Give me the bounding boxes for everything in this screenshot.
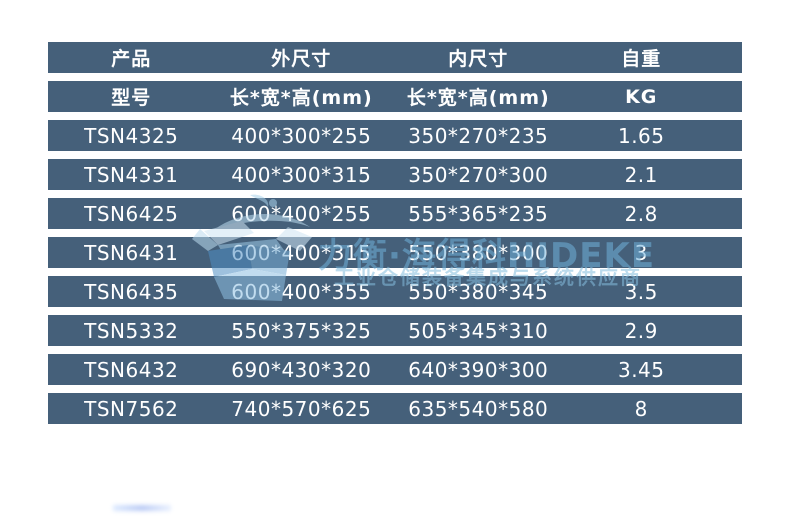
cell-weight: 3	[634, 240, 648, 265]
cell-model: TSN6431	[84, 240, 179, 265]
header-inner-dims: 长*宽*高(mm)	[406, 87, 550, 109]
cell-inner-dims: 550*380*345	[408, 279, 549, 304]
cell-inner-dims: 505*345*310	[408, 318, 549, 343]
bottom-edge-smudge	[113, 505, 171, 511]
cell-weight: 2.9	[624, 318, 658, 343]
header-inner-size: 内尺寸	[448, 48, 509, 70]
table-row: TSN6425 600*400*255 555*365*235 2.8	[48, 198, 742, 229]
header-unit-kg: KG	[625, 85, 658, 108]
cell-model: TSN6432	[84, 357, 179, 382]
cell-model: TSN4331	[84, 162, 179, 187]
table-header-row-1: 产品 外尺寸 内尺寸 自重	[48, 42, 742, 73]
table-row: TSN4331 400*300*315 350*270*300 2.1	[48, 159, 742, 190]
cell-outer-dims: 600*400*315	[231, 240, 372, 265]
table-row: TSN6431 600*400*315 550*380*300 3	[48, 237, 742, 268]
header-product: 产品	[111, 48, 152, 70]
product-spec-table: 产品 外尺寸 内尺寸 自重 型号 长*宽*高(mm) 长*宽*高(mm) KG …	[48, 42, 742, 432]
cell-weight: 8	[634, 396, 648, 421]
table-header-row-2: 型号 长*宽*高(mm) 长*宽*高(mm) KG	[48, 81, 742, 112]
cell-weight: 3.5	[624, 279, 658, 304]
cell-weight: 1.65	[617, 123, 665, 148]
cell-inner-dims: 350*270*300	[408, 162, 549, 187]
cell-weight: 2.1	[624, 162, 658, 187]
table-row: TSN6435 600*400*355 550*380*345 3.5	[48, 276, 742, 307]
header-weight: 自重	[621, 48, 662, 70]
header-outer-size: 外尺寸	[271, 48, 332, 70]
table-row: TSN6432 690*430*320 640*390*300 3.45	[48, 354, 742, 385]
cell-model: TSN4325	[84, 123, 179, 148]
cell-weight: 3.45	[617, 357, 665, 382]
cell-model: TSN6435	[84, 279, 179, 304]
table-row: TSN4325 400*300*255 350*270*235 1.65	[48, 120, 742, 151]
cell-model: TSN7562	[84, 396, 179, 421]
cell-outer-dims: 400*300*255	[231, 123, 372, 148]
cell-outer-dims: 400*300*315	[231, 162, 372, 187]
header-outer-dims: 长*宽*高(mm)	[229, 87, 373, 109]
header-model: 型号	[111, 87, 152, 109]
cell-inner-dims: 635*540*580	[408, 396, 549, 421]
cell-outer-dims: 600*400*355	[231, 279, 372, 304]
cell-model: TSN5332	[84, 318, 179, 343]
cell-outer-dims: 550*375*325	[231, 318, 372, 343]
cell-inner-dims: 350*270*235	[408, 123, 549, 148]
cell-outer-dims: 600*400*255	[231, 201, 372, 226]
table-row: TSN7562 740*570*625 635*540*580 8	[48, 393, 742, 424]
cell-inner-dims: 555*365*235	[408, 201, 549, 226]
cell-model: TSN6425	[84, 201, 179, 226]
cell-weight: 2.8	[624, 201, 658, 226]
cell-inner-dims: 550*380*300	[408, 240, 549, 265]
cell-outer-dims: 690*430*320	[231, 357, 372, 382]
cell-inner-dims: 640*390*300	[408, 357, 549, 382]
table-row: TSN5332 550*375*325 505*345*310 2.9	[48, 315, 742, 346]
cell-outer-dims: 740*570*625	[231, 396, 372, 421]
